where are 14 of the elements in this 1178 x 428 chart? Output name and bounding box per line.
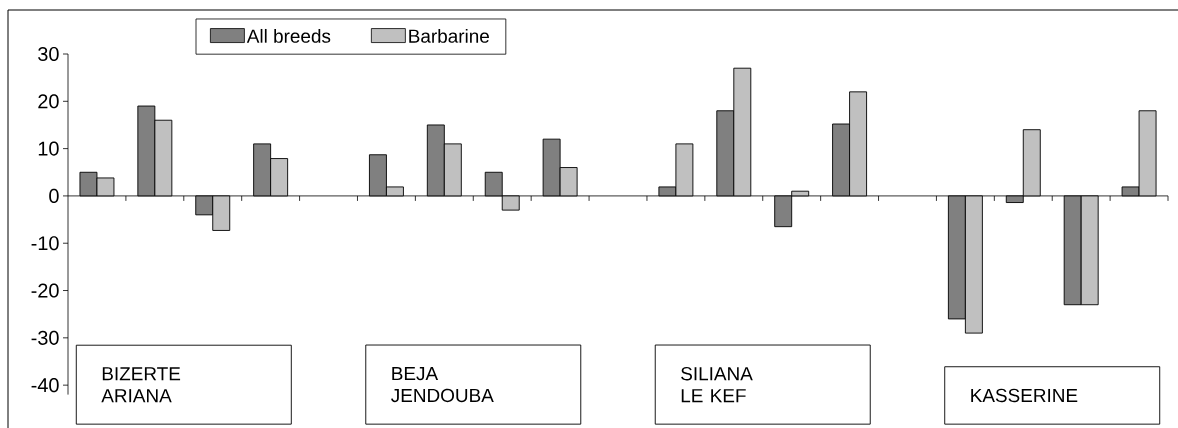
annotation: BEJA JENDOUBA <box>391 367 494 403</box>
y-tick-label: -40 <box>31 378 59 393</box>
annotation: SILIANA LE KEF <box>681 367 753 403</box>
y-tick-label: 10 <box>38 141 59 156</box>
y-tick-label: 20 <box>38 94 59 109</box>
y-tick-label: -10 <box>31 236 59 251</box>
legend-label: All breeds <box>246 28 331 43</box>
legend-label: Barbarine <box>409 28 489 43</box>
y-tick-label: -30 <box>31 330 59 345</box>
annotation: BIZERTE ARIANA <box>101 367 181 403</box>
annotation: KASSERINE <box>971 388 1078 403</box>
y-tick-label: 30 <box>38 46 59 62</box>
y-tick-label: -20 <box>31 283 59 298</box>
y-tick-label: 0 <box>49 188 59 203</box>
